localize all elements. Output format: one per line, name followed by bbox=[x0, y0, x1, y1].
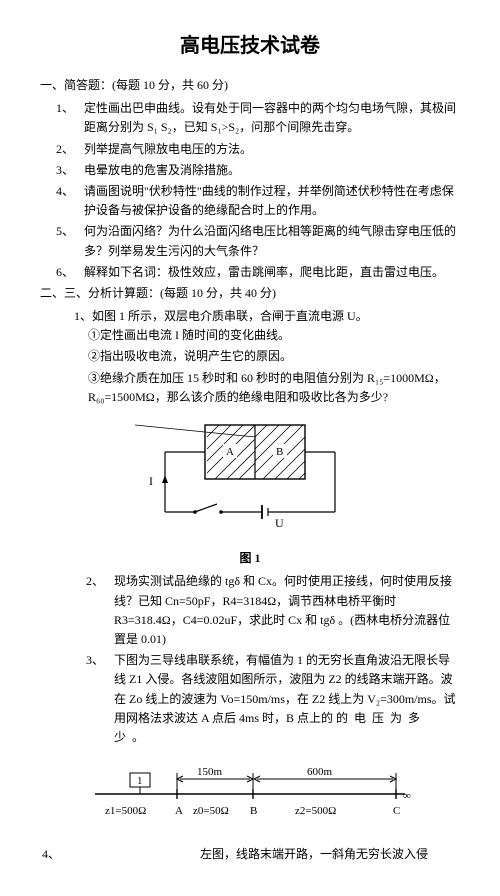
q5: 5、 何为沿面闪络？为什么沿面闪络电压比相等距离的纯气隙击穿电压低的多？列举易发… bbox=[40, 222, 460, 260]
B-label: B bbox=[250, 805, 257, 817]
q-num: 1、 bbox=[40, 99, 84, 137]
q2-4: 4、 左图，线路末端开路，一斜角无穷长波入侵 bbox=[40, 845, 460, 864]
section-one-header: 一、简答题：(每题 10 分，共 60 分) bbox=[40, 76, 460, 95]
q2-2: 2、 现场实测试品绝缘的 tgδ 和 Cx。何时使用正接线，何时使用反接线？已知… bbox=[70, 572, 460, 649]
q2: 2、 列举提高气隙放电电压的方法。 bbox=[40, 140, 460, 159]
q2-1-main: 1、如图 1 所示，双层电介质串联，合闸于直流电源 U。 bbox=[74, 307, 460, 326]
q-num: 3、 bbox=[70, 651, 114, 747]
q-body: 请画图说明"伏秒特性"曲线的制作过程，并举例简述伏秒特性在考虑保护设备与被保护设… bbox=[84, 182, 460, 220]
q-num: 4、 bbox=[40, 845, 70, 864]
fig1-B-label: B bbox=[276, 446, 283, 458]
page-title: 高电压技术试卷 bbox=[40, 30, 460, 62]
fig1-U-label: U bbox=[275, 516, 284, 530]
q6: 6、 解释如下名词：极性效应，雷击跳闸率，爬电比距，直击雷过电压。 bbox=[40, 263, 460, 282]
z0-label: z0=50Ω bbox=[193, 805, 229, 817]
q-body: 定性画出巴申曲线。设有处于同一容器中的两个均匀电场气隙，其极间距离分别为 S₁ … bbox=[84, 99, 460, 137]
seg1-label: 1 bbox=[137, 775, 143, 787]
fig1-I-label: I bbox=[149, 474, 153, 488]
section-two-header: 二、三、分析计算题：(每题 10 分，共 40 分) bbox=[40, 284, 460, 303]
figure-1: A B I U 图 1 bbox=[135, 417, 365, 568]
q-body: 何为沿面闪络？为什么沿面闪络电压比相等距离的纯气隙击穿电压低的多？列举易发生污闪… bbox=[84, 222, 460, 260]
A-label: A bbox=[175, 805, 183, 817]
q-num: 2、 bbox=[40, 140, 84, 159]
z1-label: z1=500Ω bbox=[105, 805, 146, 817]
q4: 4、 请画图说明"伏秒特性"曲线的制作过程，并举例简述伏秒特性在考虑保护设备与被… bbox=[40, 182, 460, 220]
q1: 1、 定性画出巴申曲线。设有处于同一容器中的两个均匀电场气隙，其极间距离分别为 … bbox=[40, 99, 460, 137]
q-body: 下图为三导线串联系统，有幅值为 1 的无穷长直角波沿无限长导线 Z1 入侵。各线… bbox=[114, 651, 460, 747]
q-body: 电晕放电的危害及消除措施。 bbox=[84, 161, 460, 180]
len2-label: 600m bbox=[307, 766, 333, 778]
q2-1-sub2: ②指出吸收电流，说明产生它的原因。 bbox=[88, 347, 460, 366]
q-num: 2、 bbox=[70, 572, 114, 649]
q-body: 列举提高气隙放电电压的方法。 bbox=[84, 140, 460, 159]
q2-1-sub3: ③绝缘介质在加压 15 秒时和 60 秒时的电阻值分别为 R₁₅=1000MΩ，… bbox=[88, 369, 460, 407]
C-label: C bbox=[393, 805, 400, 817]
len1-label: 150m bbox=[197, 766, 223, 778]
transmission-diagram: 1 150m 600m ∞ z1=500Ω A z0=50Ω B z2=500Ω… bbox=[85, 759, 415, 835]
q-body: 现场实测试品绝缘的 tgδ 和 Cx。何时使用正接线，何时使用反接线？已知 Cn… bbox=[114, 572, 460, 649]
z2-label: z2=500Ω bbox=[295, 805, 336, 817]
q-num: 4、 bbox=[40, 182, 84, 220]
q-num: 6、 bbox=[40, 263, 84, 282]
q-body: 左图，线路末端开路，一斜角无穷长波入侵 bbox=[70, 845, 460, 864]
svg-text:∞: ∞ bbox=[403, 790, 411, 802]
fig1-caption: 图 1 bbox=[135, 549, 365, 568]
q-body: 解释如下名词：极性效应，雷击跳闸率，爬电比距，直击雷过电压。 bbox=[84, 263, 460, 282]
fig1-A-label: A bbox=[226, 446, 234, 458]
q3: 3、 电晕放电的危害及消除措施。 bbox=[40, 161, 460, 180]
q-num: 5、 bbox=[40, 222, 84, 260]
q2-3: 3、 下图为三导线串联系统，有幅值为 1 的无穷长直角波沿无限长导线 Z1 入侵… bbox=[70, 651, 460, 747]
q2-1-sub1: ①定性画出电流 I 随时间的变化曲线。 bbox=[88, 326, 460, 345]
q-num: 3、 bbox=[40, 161, 84, 180]
